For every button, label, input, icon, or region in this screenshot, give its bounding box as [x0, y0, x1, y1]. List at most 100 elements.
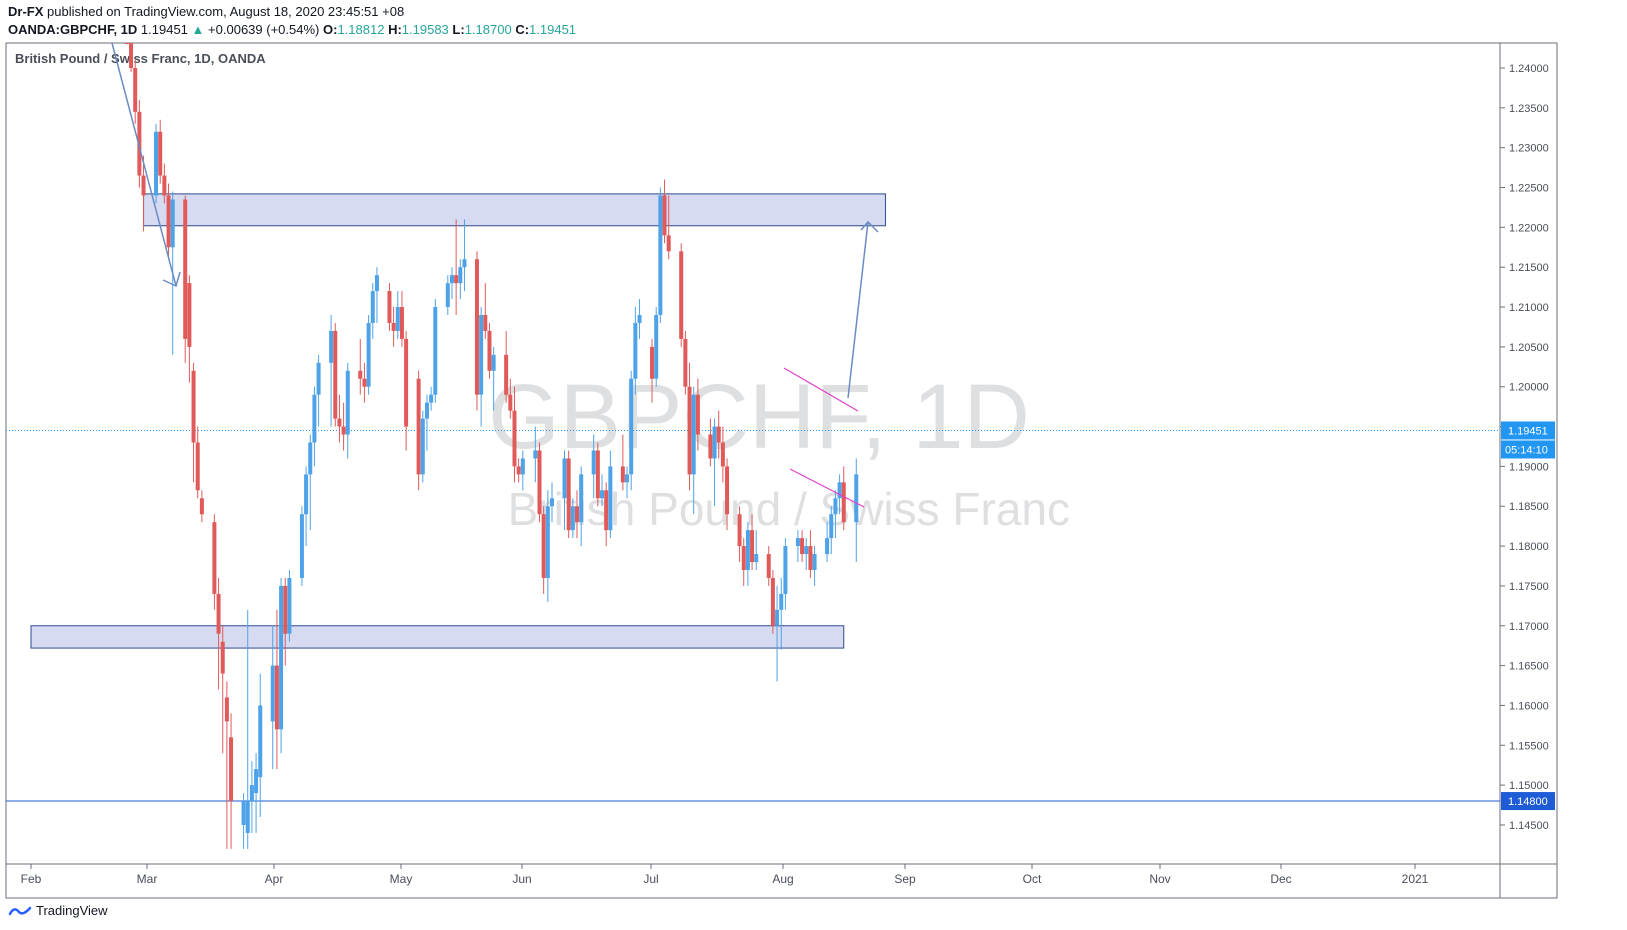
- candle[interactable]: [620, 434, 625, 491]
- candle[interactable]: [712, 418, 717, 507]
- candle[interactable]: [133, 60, 138, 124]
- price-chart[interactable]: GBPCHF, 1D British Pound / Swiss Franc B…: [0, 0, 1627, 900]
- candle[interactable]: [575, 490, 580, 539]
- candle[interactable]: [516, 458, 521, 483]
- candle[interactable]: [183, 195, 188, 363]
- candle[interactable]: [154, 123, 159, 204]
- candle[interactable]: [708, 418, 713, 467]
- zone-1[interactable]: [143, 193, 886, 227]
- candle[interactable]: [162, 163, 167, 204]
- candle[interactable]: [124, 43, 129, 44]
- candle[interactable]: [483, 283, 488, 339]
- candle[interactable]: [595, 442, 600, 507]
- candle[interactable]: [212, 514, 217, 610]
- candle[interactable]: [312, 386, 317, 467]
- channel-upper-line[interactable]: [783, 367, 859, 412]
- candle[interactable]: [662, 179, 667, 244]
- candle[interactable]: [316, 354, 321, 427]
- candle[interactable]: [770, 569, 775, 634]
- candle[interactable]: [258, 673, 263, 817]
- candle[interactable]: [741, 538, 746, 586]
- candle[interactable]: [783, 538, 788, 610]
- down-arrow-line[interactable]: [111, 42, 177, 287]
- candle[interactable]: [520, 450, 525, 491]
- candle[interactable]: [650, 338, 655, 403]
- candle[interactable]: [254, 753, 259, 833]
- candle[interactable]: [737, 506, 742, 563]
- candle[interactable]: [129, 43, 134, 72]
- candle[interactable]: [766, 546, 771, 586]
- candle[interactable]: [666, 195, 671, 260]
- candle[interactable]: [716, 410, 721, 459]
- candle[interactable]: [550, 482, 554, 523]
- candle[interactable]: [487, 322, 492, 379]
- candle[interactable]: [800, 530, 805, 563]
- candle[interactable]: [270, 625, 275, 770]
- candle[interactable]: [720, 426, 725, 483]
- candle[interactable]: [395, 291, 400, 339]
- candle[interactable]: [562, 450, 567, 531]
- candle[interactable]: [358, 338, 363, 395]
- candle[interactable]: [691, 386, 696, 515]
- candle[interactable]: [387, 283, 392, 331]
- candle[interactable]: [374, 267, 379, 323]
- candle[interactable]: [274, 609, 279, 770]
- footer-brand[interactable]: TradingView: [8, 903, 108, 918]
- candle[interactable]: [533, 426, 538, 483]
- candle[interactable]: [566, 450, 571, 539]
- candle[interactable]: [429, 386, 434, 411]
- channel-lower-line[interactable]: [789, 468, 865, 508]
- candle[interactable]: [445, 275, 450, 316]
- candle[interactable]: [829, 506, 834, 555]
- candle[interactable]: [229, 713, 234, 849]
- candle[interactable]: [491, 346, 496, 411]
- candle[interactable]: [804, 538, 809, 570]
- candle[interactable]: [604, 482, 609, 547]
- candle[interactable]: [600, 474, 605, 507]
- candle[interactable]: [479, 307, 484, 427]
- candle[interactable]: [508, 378, 513, 419]
- candle[interactable]: [362, 362, 367, 403]
- candle[interactable]: [775, 585, 780, 682]
- candle[interactable]: [854, 458, 859, 563]
- candle[interactable]: [779, 577, 784, 650]
- zone-2[interactable]: [30, 625, 845, 649]
- candle[interactable]: [812, 546, 817, 586]
- candle[interactable]: [808, 530, 813, 578]
- candle[interactable]: [833, 490, 838, 539]
- candle[interactable]: [216, 577, 221, 690]
- candle[interactable]: [366, 315, 371, 395]
- candle[interactable]: [695, 378, 700, 451]
- candle[interactable]: [754, 530, 759, 570]
- candle[interactable]: [633, 307, 638, 395]
- candle[interactable]: [287, 569, 292, 642]
- candle[interactable]: [333, 322, 338, 427]
- candle[interactable]: [629, 370, 634, 491]
- candle[interactable]: [474, 251, 479, 411]
- candle[interactable]: [141, 155, 146, 232]
- candle[interactable]: [420, 410, 425, 483]
- candle[interactable]: [299, 506, 304, 586]
- candle[interactable]: [433, 299, 438, 403]
- candle[interactable]: [370, 283, 375, 339]
- candle[interactable]: [391, 307, 396, 347]
- candle[interactable]: [224, 681, 229, 849]
- candle[interactable]: [750, 514, 755, 570]
- candle[interactable]: [591, 434, 596, 499]
- candle[interactable]: [537, 442, 542, 523]
- candle[interactable]: [329, 315, 334, 427]
- candle[interactable]: [424, 394, 429, 451]
- candle[interactable]: [249, 761, 254, 833]
- candle[interactable]: [725, 458, 730, 531]
- candle[interactable]: [608, 450, 613, 539]
- candle[interactable]: [545, 490, 550, 602]
- candle[interactable]: [825, 522, 830, 563]
- candle[interactable]: [341, 402, 346, 451]
- candle[interactable]: [745, 522, 750, 586]
- candle[interactable]: [579, 466, 584, 547]
- candle[interactable]: [512, 386, 517, 483]
- candle[interactable]: [137, 99, 142, 188]
- candle[interactable]: [404, 330, 409, 451]
- candle[interactable]: [337, 394, 342, 443]
- candle[interactable]: [504, 330, 509, 403]
